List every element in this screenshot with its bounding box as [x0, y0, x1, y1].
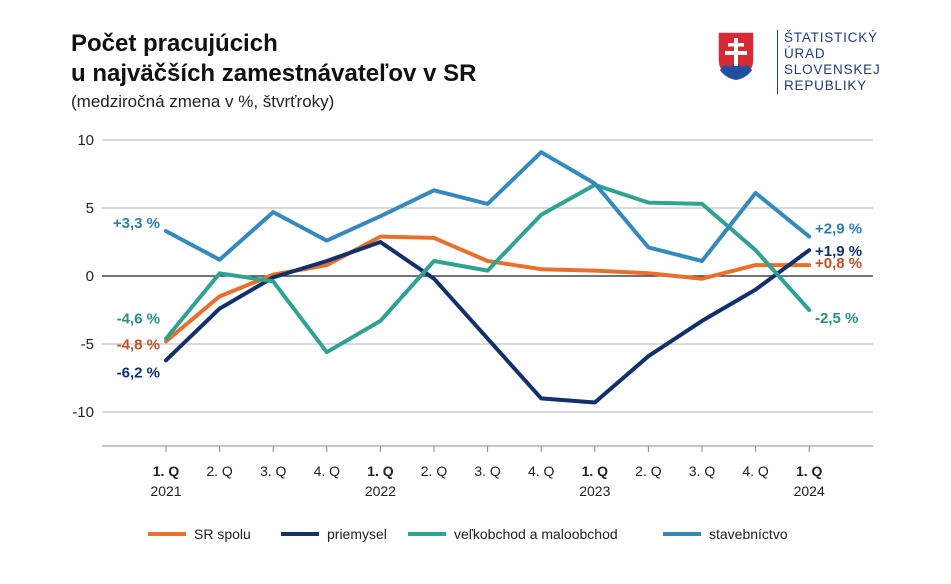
logo-line: SLOVENSKEJ	[784, 62, 881, 77]
logo-line: ŠTATISTICKÝ	[784, 30, 878, 45]
legend-label: priemysel	[327, 526, 387, 542]
logo-text: ŠTATISTICKÝ ÚRAD SLOVENSKEJ REPUBLIKY	[777, 30, 881, 94]
chart-title: Počet pracujúcich u najväčších zamestnáv…	[71, 29, 476, 89]
x-tick-label: 4. Q	[742, 463, 769, 479]
start-value-label: -4,8 %	[117, 336, 160, 353]
end-value-label: +0,8 %	[815, 255, 862, 272]
chart-subtitle: (medziročná zmena v %, štvrťroky)	[71, 92, 335, 111]
x-tick-year-label: 2021	[150, 483, 181, 499]
chart-title-line-1: Počet pracujúcich	[71, 30, 278, 57]
start-value-label: -6,2 %	[117, 364, 160, 381]
x-tick-year-label: 2022	[365, 483, 396, 499]
x-tick-label: 4. Q	[528, 463, 555, 479]
x-tick-label: 2. Q	[421, 463, 448, 479]
logo-line: ÚRAD	[784, 46, 826, 61]
series-line-SR-spolu	[164, 234, 812, 344]
x-tick-label: 1. Q	[582, 463, 609, 479]
end-value-label: +2,9 %	[815, 221, 862, 238]
end-value-label: +1,9 %	[815, 243, 862, 260]
logo-line: REPUBLIKY	[784, 78, 867, 93]
x-tick-label: 1. Q	[796, 463, 823, 479]
x-tick-label: 1. Q	[153, 463, 180, 479]
slovak-coat-of-arms-icon	[717, 31, 755, 82]
x-tick-label: 2. Q	[206, 463, 233, 479]
y-tick-label: -10	[72, 404, 94, 421]
series-line-veľkobchod-a-maloobchod	[164, 182, 812, 355]
x-tick-label: 2. Q	[635, 463, 662, 479]
x-tick-year-label: 2024	[794, 483, 825, 499]
x-tick-label: 1. Q	[367, 463, 394, 479]
x-tick-label: 3. Q	[260, 463, 287, 479]
legend-label: veľkobchod a maloobchod	[454, 526, 618, 542]
end-value-label: -2,5 %	[815, 310, 858, 327]
x-tick-label: 3. Q	[474, 463, 501, 479]
series-line-priemysel	[164, 240, 812, 405]
legend-label: SR spolu	[194, 526, 251, 542]
statistics-office-logo: ŠTATISTICKÝ ÚRAD SLOVENSKEJ REPUBLIKY	[716, 30, 886, 100]
y-tick-label: 5	[86, 200, 94, 217]
chart-title-line-2: u najväčších zamestnávateľov v SR	[71, 60, 477, 87]
start-value-label: -4,6 %	[117, 311, 160, 328]
legend-label: stavebníctvo	[709, 526, 788, 542]
series-line-stavebníctvo	[164, 150, 812, 263]
start-value-label: +3,3 %	[113, 215, 160, 232]
x-tick-label: 4. Q	[314, 463, 341, 479]
y-tick-label: 10	[77, 132, 94, 149]
x-tick-year-label: 2023	[579, 483, 610, 499]
y-tick-label: -5	[81, 336, 94, 353]
y-tick-label: 0	[86, 268, 94, 285]
x-tick-label: 3. Q	[689, 463, 716, 479]
